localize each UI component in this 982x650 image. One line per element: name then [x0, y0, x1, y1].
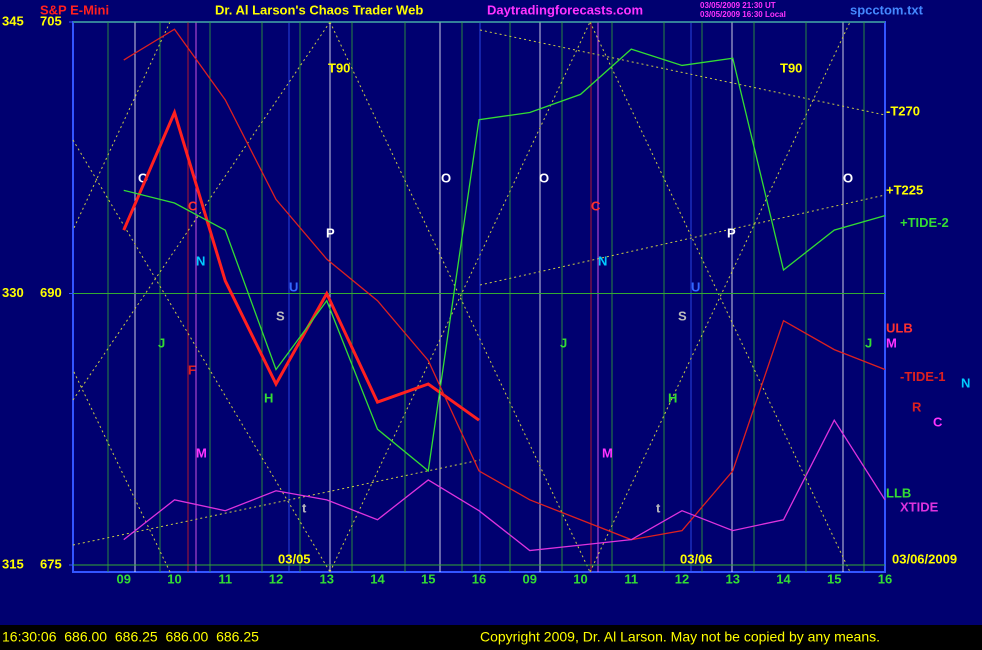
x-tick-label: 10: [573, 571, 587, 586]
x-tick-label: 16: [472, 571, 486, 586]
annotation: J: [158, 335, 165, 350]
annotation: S: [678, 308, 687, 323]
annotation: C: [933, 414, 943, 429]
y-tick-label: 675: [40, 556, 62, 571]
x-tick-label: 11: [218, 571, 232, 586]
dotted-line: [72, 459, 481, 546]
x-tick-label: 11: [624, 571, 638, 586]
annotation: +T225: [886, 182, 923, 197]
x-tick-label: 10: [167, 571, 181, 586]
annotation: t: [302, 500, 307, 515]
date-label: 03/05: [278, 551, 311, 566]
dotted-line: [72, 139, 331, 573]
background: [0, 0, 982, 625]
timestamp: 03/05/2009 21:30 UT: [700, 1, 776, 10]
annotation: t: [656, 500, 661, 515]
annotation: M: [886, 335, 897, 350]
x-tick-label: 14: [370, 571, 385, 586]
annotation: N: [961, 375, 970, 390]
x-tick-label: 13: [320, 571, 334, 586]
dotted-line: [589, 21, 851, 573]
x-tick-label: 09: [523, 571, 537, 586]
dotted-line: [329, 21, 591, 573]
annotation: M: [602, 445, 613, 460]
series-line: [122, 108, 480, 422]
y2-tick-label: 330: [2, 285, 24, 300]
x-tick-label: 12: [675, 571, 689, 586]
legend-entry: XTIDE: [900, 499, 939, 514]
x-tick-label: 09: [117, 571, 131, 586]
date-label: 03/06: [680, 551, 713, 566]
x-tick-label: 12: [269, 571, 283, 586]
annotation: C: [188, 198, 198, 213]
date-label: 03/06/2009: [892, 551, 957, 566]
legend-entry: S&P E-Mini: [40, 2, 109, 17]
x-tick-label: 15: [421, 571, 435, 586]
status: 16:30:06 686.00 686.25 686.00 686.25: [2, 629, 259, 645]
annotation: M: [196, 445, 207, 460]
y2-tick-label: 345: [2, 13, 24, 28]
y-tick-label: 705: [40, 13, 62, 28]
dotted-line: [329, 21, 591, 573]
legend-entry: -TIDE-1: [900, 369, 946, 384]
timestamp: 03/05/2009 16:30 Local: [700, 10, 786, 19]
dotted-line: [479, 29, 886, 116]
annotation: N: [598, 253, 607, 268]
legend-entry: +TIDE-2: [900, 215, 949, 230]
series-line: [123, 418, 886, 552]
annotation: T90: [328, 60, 350, 75]
annotation: S: [276, 308, 285, 323]
annotation: O: [138, 170, 148, 185]
chart-title: Dr. Al Larson's Chaos Trader Web: [215, 2, 423, 17]
x-tick-label: 14: [776, 571, 791, 586]
annotation: O: [843, 170, 853, 185]
annotation: LLB: [886, 485, 911, 500]
dotted-line: [589, 21, 851, 573]
annotation: P: [727, 225, 736, 240]
annotation: J: [560, 335, 567, 350]
annotation: T90: [780, 60, 802, 75]
annotation: C: [591, 198, 601, 213]
annotation: H: [668, 390, 677, 405]
dotted-line: [479, 194, 886, 286]
dotted-line: [72, 21, 331, 401]
site: Daytradingforecasts.com: [487, 2, 643, 17]
copyright: Copyright 2009, Dr. Al Larson. May not b…: [480, 629, 880, 645]
annotation: U: [289, 279, 298, 294]
annotation: O: [441, 170, 451, 185]
x-tick-label: 13: [726, 571, 740, 586]
annotation: O: [539, 170, 549, 185]
annotation: U: [691, 279, 700, 294]
annotation: J: [865, 335, 872, 350]
series-line: [123, 28, 886, 541]
status-bar: [0, 625, 982, 650]
annotation: H: [264, 390, 273, 405]
annotation: -T270: [886, 103, 920, 118]
dotted-line: [72, 369, 171, 573]
annotation: P: [326, 225, 335, 240]
y-tick-label: 690: [40, 285, 62, 300]
dotted-line: [72, 21, 171, 231]
series-line: [123, 48, 886, 473]
annotation: F: [188, 362, 196, 377]
x-tick-label: 15: [827, 571, 841, 586]
y2-tick-label: 315: [2, 556, 24, 571]
annotation: N: [196, 253, 205, 268]
x-tick-label: 16: [878, 571, 892, 586]
annotation: ULB: [886, 320, 913, 335]
file-name: spcctom.txt: [850, 2, 924, 17]
annotation: R: [912, 399, 922, 414]
